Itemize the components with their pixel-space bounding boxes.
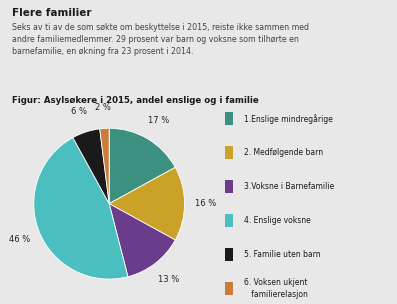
Text: 1.Enslige mindregårige: 1.Enslige mindregårige xyxy=(244,114,333,124)
Wedge shape xyxy=(109,204,175,277)
Bar xyxy=(225,146,233,159)
Text: 17 %: 17 % xyxy=(148,116,169,125)
Bar xyxy=(225,214,233,227)
Text: 16 %: 16 % xyxy=(195,199,216,208)
Text: 6. Voksen ukjent
   familierelasjon: 6. Voksen ukjent familierelasjon xyxy=(244,278,308,299)
Wedge shape xyxy=(109,128,175,204)
Text: Seks av ti av de som søkte om beskyttelse i 2015, reiste ikke sammen med
andre f: Seks av ti av de som søkte om beskyttels… xyxy=(12,23,309,56)
Text: Figur: Asylsøkere i 2015, andel enslige og i familie: Figur: Asylsøkere i 2015, andel enslige … xyxy=(12,96,259,105)
Bar xyxy=(225,282,233,295)
Text: 46 %: 46 % xyxy=(9,235,30,244)
Text: 5. Familie uten barn: 5. Familie uten barn xyxy=(244,250,320,259)
Text: 3.Voksne i Barnefamilie: 3.Voksne i Barnefamilie xyxy=(244,182,334,191)
Text: 13 %: 13 % xyxy=(158,275,179,285)
Wedge shape xyxy=(109,168,185,240)
Text: 6 %: 6 % xyxy=(71,107,87,116)
Text: Flere familier: Flere familier xyxy=(12,8,91,18)
Wedge shape xyxy=(34,138,128,279)
Wedge shape xyxy=(100,128,109,204)
Bar xyxy=(225,180,233,193)
Text: 4. Enslige voksne: 4. Enslige voksne xyxy=(244,216,310,225)
Wedge shape xyxy=(73,129,109,204)
Bar xyxy=(225,248,233,261)
Text: 2 %: 2 % xyxy=(95,103,111,112)
Text: 2. Medfølgende barn: 2. Medfølgende barn xyxy=(244,148,323,157)
Bar xyxy=(225,112,233,126)
